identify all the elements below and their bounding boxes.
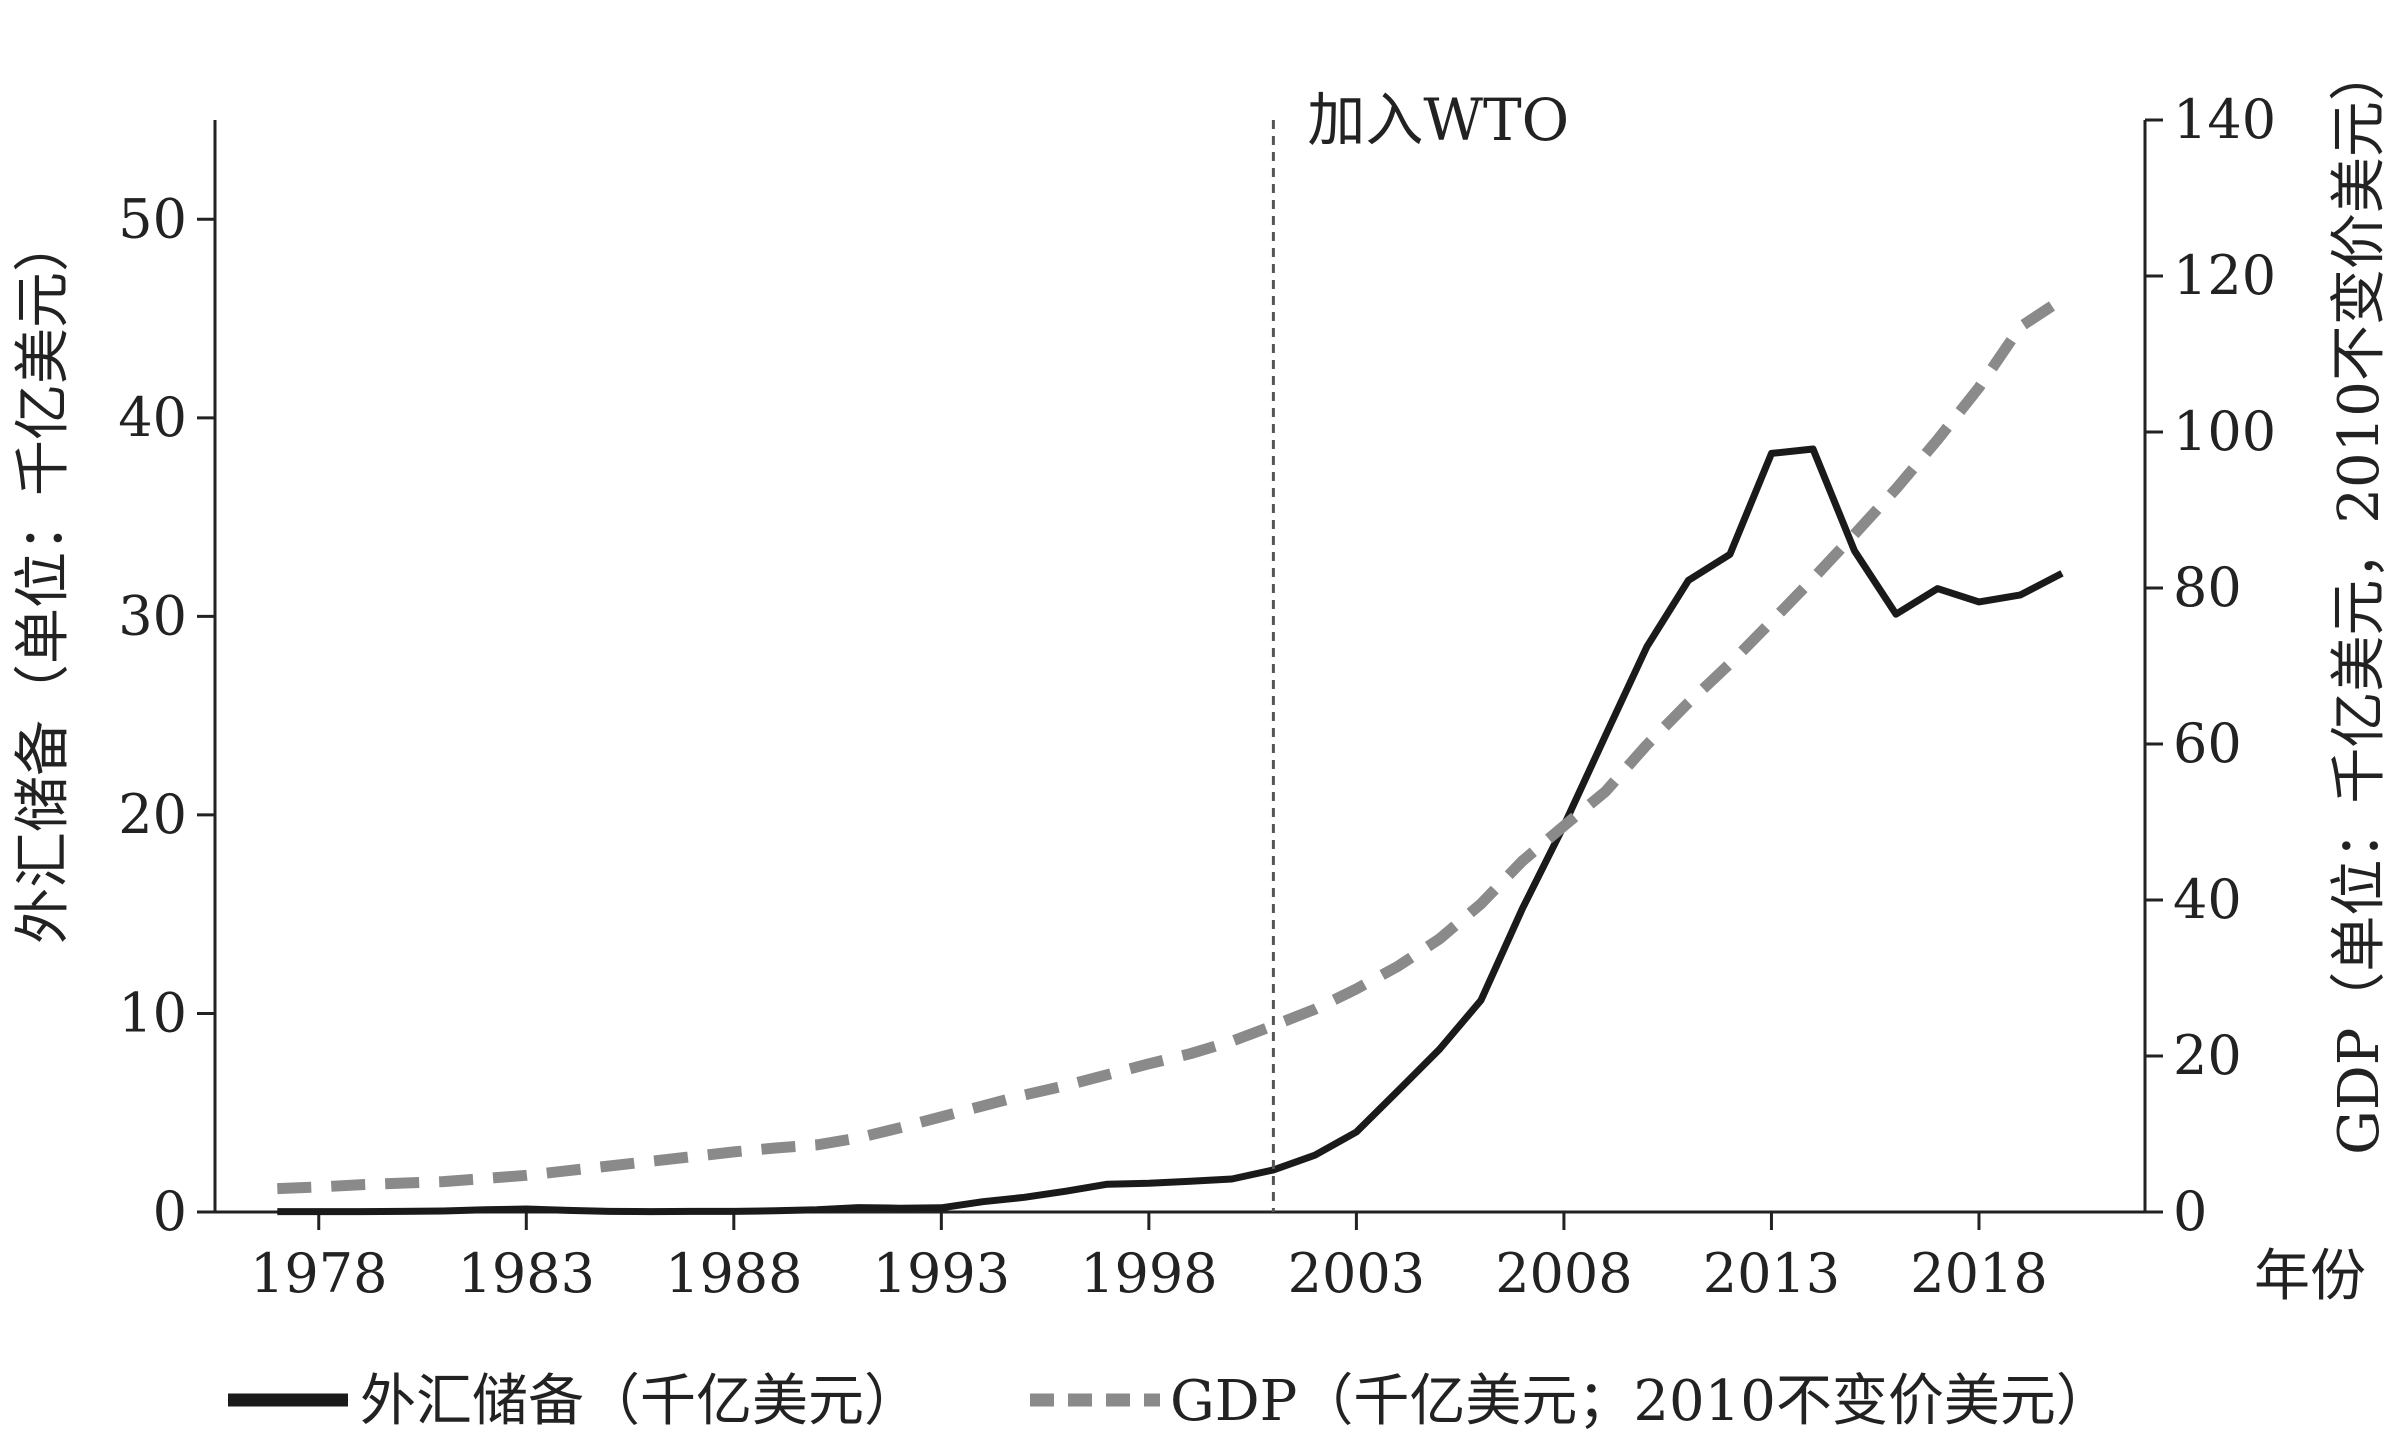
y-axis-right-label: GDP（单位：千亿美元，2010不变价美元） xyxy=(2327,45,2392,1155)
y-axis-right: 0 20 40 60 80 100 120 140 xyxy=(2143,88,2276,1243)
y-right-tick-label: 140 xyxy=(2173,88,2276,151)
y-right-tick-label: 20 xyxy=(2173,1024,2242,1087)
legend-label-gdp: GDP（千亿美元；2010不变价美元） xyxy=(1170,1369,2112,1434)
series-gdp-line xyxy=(277,294,2066,1195)
y-right-tick-label: 100 xyxy=(2173,400,2276,463)
x-tick-label: 1988 xyxy=(665,1242,802,1305)
y-left-tick-label: 40 xyxy=(118,386,187,449)
x-tick-label: 1983 xyxy=(458,1242,595,1305)
y-right-tick-label: 60 xyxy=(2173,712,2242,775)
y-axis-left-label: 外汇储备（单位：千亿美元） xyxy=(11,216,76,944)
y-left-tick-label: 20 xyxy=(118,783,187,846)
y-right-tick-label: 40 xyxy=(2173,868,2242,931)
y-left-tick-label: 50 xyxy=(118,187,187,250)
wto-annotation: 加入WTO xyxy=(1307,86,1569,154)
x-tick-label: 1978 xyxy=(250,1242,387,1305)
x-tick-label: 2018 xyxy=(1910,1242,2047,1305)
x-tick-label: 1998 xyxy=(1080,1242,1217,1305)
y-left-tick-label: 30 xyxy=(118,584,187,647)
y-right-tick-label: 120 xyxy=(2173,244,2276,307)
y-left-tick-label: 0 xyxy=(153,1180,187,1243)
wto-layer: 加入WTO xyxy=(1271,86,1569,1212)
x-axis: 1978 1983 1988 1993 1998 2003 2008 2013 2018 xyxy=(215,1210,2145,1305)
legend: 外汇储备（千亿美元） GDP（千亿美元；2010不变价美元） xyxy=(228,1369,2112,1434)
legend-label-reserves: 外汇储备（千亿美元） xyxy=(360,1369,920,1434)
x-tick-label: 1993 xyxy=(873,1242,1010,1305)
y-right-tick-label: 0 xyxy=(2173,1180,2207,1243)
x-axis-label: 年份 xyxy=(2254,1244,2366,1309)
x-tick-label: 2008 xyxy=(1495,1242,1632,1305)
series-layer xyxy=(277,294,2066,1216)
y-left-tick-label: 10 xyxy=(118,981,187,1044)
series-reserves-line xyxy=(277,445,2064,1216)
x-tick-label: 2003 xyxy=(1288,1242,1425,1305)
y-axis-left: 0 10 20 30 40 50 xyxy=(118,120,217,1243)
y-right-tick-label: 80 xyxy=(2173,556,2242,619)
x-tick-label: 2013 xyxy=(1703,1242,1840,1305)
